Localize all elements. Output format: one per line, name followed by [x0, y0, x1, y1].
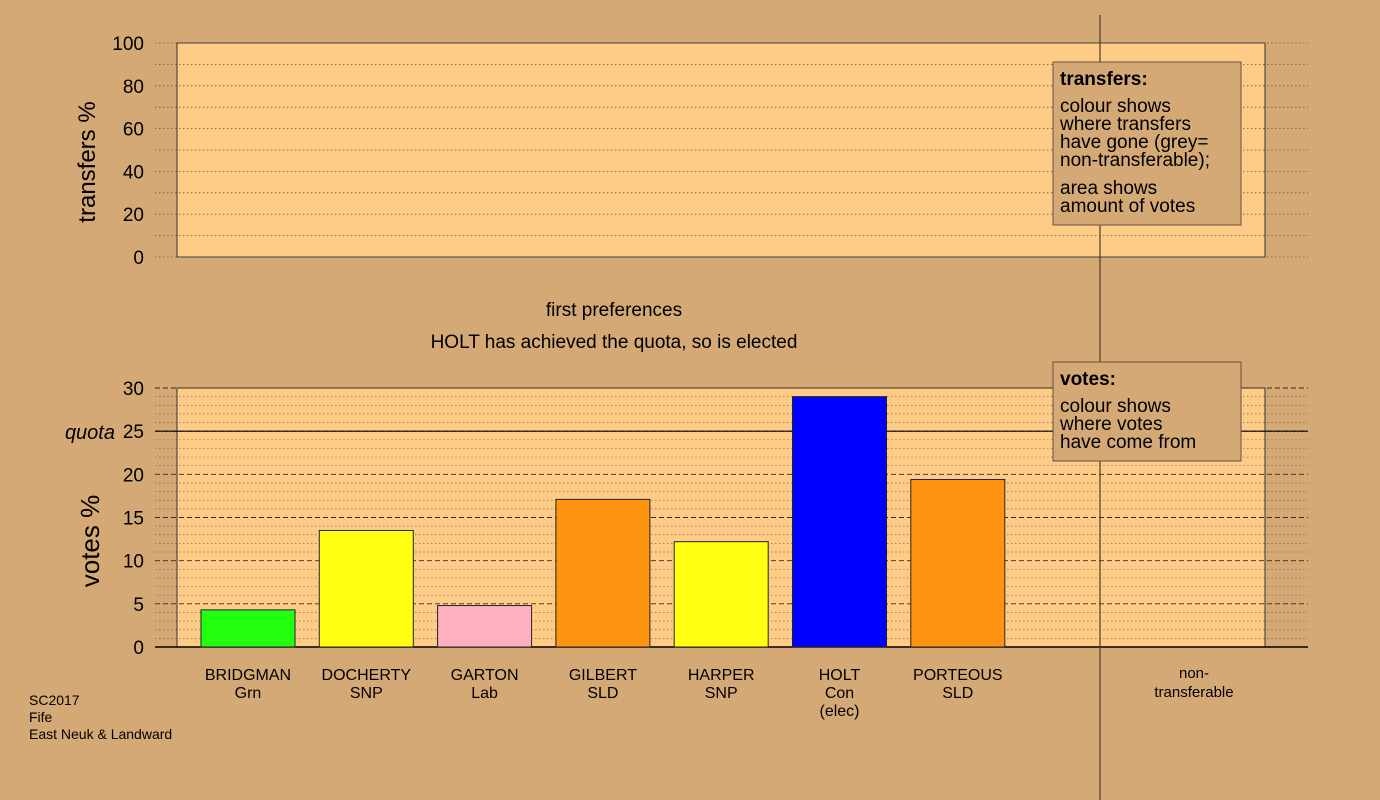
candidate-name-label: PORTEOUS — [913, 667, 1003, 684]
nontransferable-label: non- — [1179, 665, 1209, 682]
votes-legend-line: colour shows — [1060, 396, 1171, 417]
candidate-name-label: DOCHERTY — [322, 667, 412, 684]
votes-legend-title: votes: — [1060, 369, 1116, 390]
candidate-name-label: BRIDGMAN — [205, 667, 291, 684]
vote-bar — [318, 529, 414, 648]
transfers-legend-line: where transfers — [1059, 114, 1191, 135]
votes-tick-label: 0 — [133, 638, 144, 659]
transfers-tick-label: 40 — [123, 162, 144, 183]
candidate-name-label: HARPER — [688, 667, 755, 684]
votes-tick-label: 25 — [123, 422, 144, 443]
candidate-name-label: HOLT — [819, 667, 861, 684]
votes-legend-box — [1052, 361, 1242, 462]
vote-bar — [200, 609, 296, 648]
candidate-party-label: SLD — [942, 685, 973, 702]
candidate-party-label: SNP — [350, 685, 383, 702]
vote-bar — [792, 396, 887, 648]
candidate-party-label: Lab — [471, 685, 498, 702]
vote-bar — [673, 541, 769, 648]
quota-label: quota — [65, 422, 115, 444]
bottom-y-axis-title: votes % — [75, 495, 105, 588]
votes-tick-label: 5 — [133, 595, 144, 616]
vote-bar — [555, 498, 651, 648]
candidate-party-label: Con — [825, 685, 854, 702]
transfers-legend-line: non-transferable); — [1060, 150, 1210, 171]
footer-line: SC2017 — [29, 692, 80, 708]
transfers-legend-box — [1052, 61, 1242, 226]
votes-tick-label: 30 — [123, 379, 144, 400]
votes-legend-line: where votes — [1059, 414, 1162, 435]
votes-legend-line: have come from — [1060, 432, 1196, 453]
transfers-tick-label: 100 — [112, 34, 144, 55]
transfers-legend: transfers: colour shows where transfers … — [1052, 61, 1242, 226]
transfers-legend-line: have gone (grey= — [1060, 132, 1208, 153]
transfers-tick-label: 20 — [123, 205, 144, 226]
votes-tick-label: 10 — [123, 552, 144, 573]
candidate-party-label: SNP — [705, 685, 738, 702]
votes-legend: votes: colour shows where votes have com… — [1052, 361, 1242, 462]
vote-bar — [910, 479, 1006, 648]
candidate-name-label: GILBERT — [569, 667, 637, 684]
footer: SC2017 Fife East Neuk & Landward — [29, 692, 172, 742]
transfers-tick-label: 0 — [133, 248, 144, 269]
transfers-legend-line: amount of votes — [1060, 196, 1195, 217]
transfers-legend-line: colour shows — [1060, 96, 1171, 117]
votes-tick-label: 20 — [123, 465, 144, 486]
nontransferable-label: transferable — [1154, 684, 1233, 701]
transfers-legend-line: area shows — [1060, 178, 1157, 199]
vote-bar — [437, 605, 533, 648]
candidate-party-label: SLD — [587, 685, 618, 702]
heading-line2: HOLT has achieved the quota, so is elect… — [431, 332, 798, 353]
top-y-axis-title: transfers % — [74, 101, 101, 222]
transfers-tick-label: 80 — [123, 77, 144, 98]
heading-line1: first preferences — [546, 300, 682, 321]
footer-line: East Neuk & Landward — [29, 726, 172, 742]
candidate-party-label: Grn — [235, 685, 262, 702]
transfers-tick-label: 60 — [123, 120, 144, 141]
footer-line: Fife — [29, 709, 53, 725]
transfers-legend-title: transfers: — [1060, 69, 1148, 90]
votes-tick-label: 15 — [123, 509, 144, 530]
candidate-note-label: (elec) — [819, 703, 859, 720]
candidate-name-label: GARTON — [451, 667, 519, 684]
